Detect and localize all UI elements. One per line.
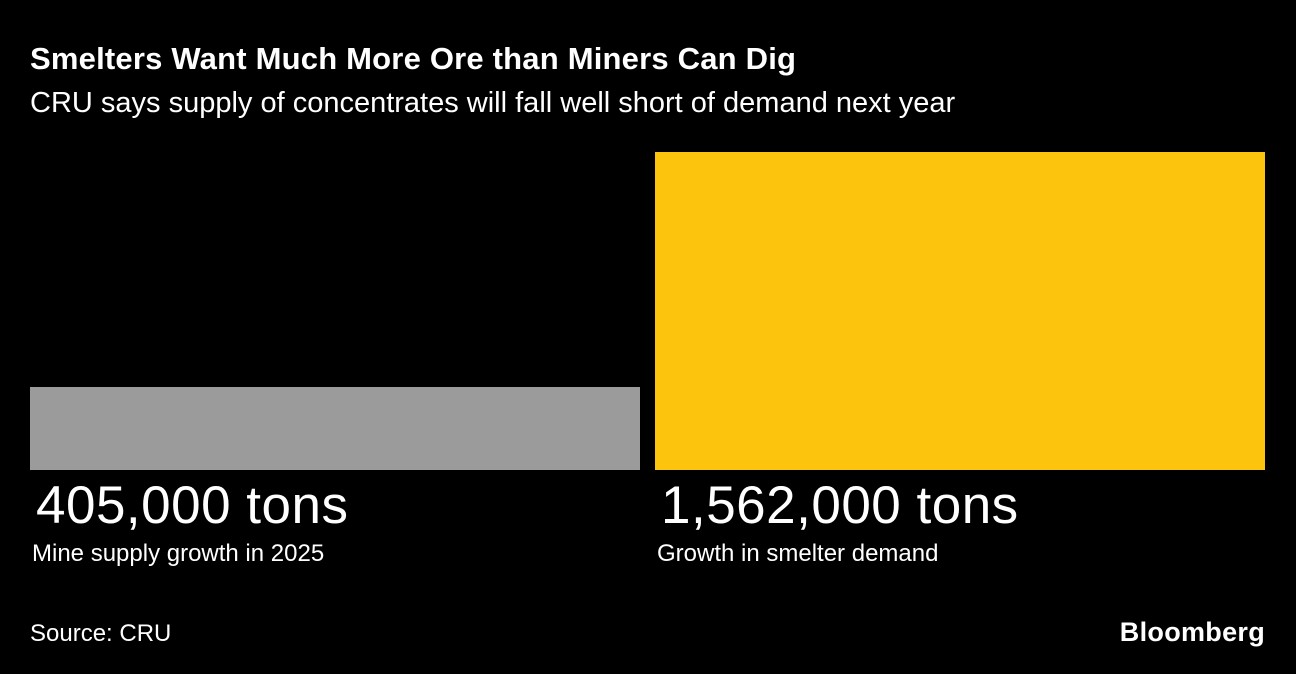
category-label-mine-supply: Mine supply growth in 2025 bbox=[32, 539, 325, 567]
chart-footer: Source: CRU Bloomberg bbox=[30, 617, 1265, 648]
bloomberg-logo: Bloomberg bbox=[1119, 617, 1265, 647]
chart-title: Smelters Want Much More Ore than Miners … bbox=[30, 41, 797, 76]
chart-subtitle: CRU says supply of concentrates will fal… bbox=[30, 87, 956, 120]
bar-mine-supply bbox=[30, 387, 640, 470]
bar-column-mine-supply bbox=[30, 152, 640, 470]
value-label-mine-supply: 405,000 tons bbox=[36, 475, 349, 535]
bar-smelter-demand bbox=[655, 151, 1265, 470]
source-attribution: Source: CRU bbox=[30, 620, 172, 647]
bar-labels-row: 405,000 tons Mine supply growth in 2025 … bbox=[30, 478, 1265, 568]
label-group-smelter-demand: 1,562,000 tons Growth in smelter demand bbox=[655, 478, 1265, 568]
bar-chart bbox=[30, 151, 1265, 470]
category-label-smelter-demand: Growth in smelter demand bbox=[657, 539, 939, 567]
value-label-smelter-demand: 1,562,000 tons bbox=[661, 475, 1019, 535]
bar-column-smelter-demand bbox=[655, 151, 1265, 470]
label-group-mine-supply: 405,000 tons Mine supply growth in 2025 bbox=[30, 478, 640, 568]
